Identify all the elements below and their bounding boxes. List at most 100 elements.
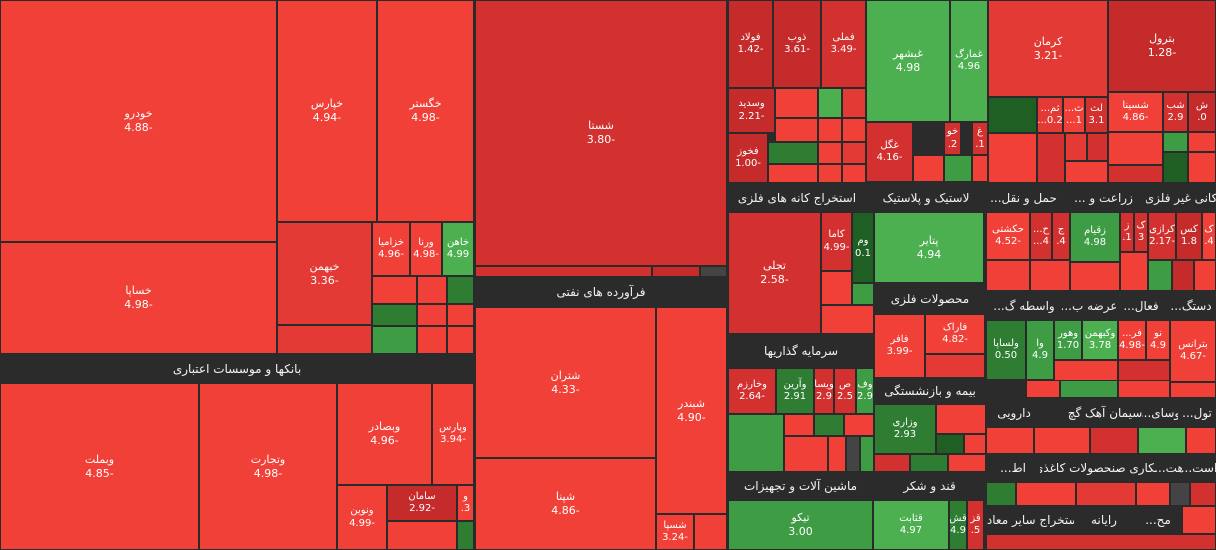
stock-tile[interactable]: وسدید -2.21 (728, 88, 775, 133)
stock-tile[interactable]: شتران -4.33 (475, 307, 656, 458)
treemap-tile[interactable] (874, 454, 910, 472)
stock-tile[interactable]: لث 3.1 (1085, 97, 1108, 133)
sector-header[interactable]: محصولات فلزی (874, 283, 986, 314)
sector-header[interactable]: هت... (1156, 454, 1182, 482)
stock-tile[interactable]: غ 1. (972, 122, 988, 155)
stock-tile[interactable]: ولساپا 0.50 (986, 320, 1026, 380)
treemap-tile[interactable] (910, 454, 948, 472)
stock-tile[interactable]: وخارزم -2.64 (728, 368, 776, 414)
sector-header[interactable]: دستگ... (1166, 291, 1216, 320)
sector-header[interactable]: دارویی (986, 398, 1042, 427)
treemap-tile[interactable] (818, 88, 842, 118)
sector-header[interactable]: استخراج کانه های فلزی (728, 183, 866, 212)
treemap-tile[interactable] (372, 326, 417, 354)
sector-header[interactable]: تول... (1178, 398, 1216, 427)
treemap-tile[interactable] (986, 482, 1016, 506)
treemap-tile[interactable] (818, 142, 842, 164)
treemap-tile[interactable] (1030, 260, 1070, 291)
treemap-tile[interactable] (700, 266, 727, 277)
stock-tile[interactable]: قز 5. (967, 500, 984, 550)
sector-header[interactable]: فعال... (1116, 291, 1166, 320)
sector-header[interactable]: عرضه ب... (1062, 291, 1116, 320)
stock-tile[interactable]: قش 4.9 (949, 500, 967, 550)
stock-tile[interactable]: تجلی -2.58 (728, 212, 821, 334)
sector-header[interactable]: واسطه گ... (986, 291, 1062, 320)
sector-header[interactable]: ماشین آلات و تجهیزات (728, 472, 873, 500)
treemap-tile[interactable] (821, 271, 852, 305)
treemap-tile[interactable] (925, 354, 985, 378)
stock-tile[interactable]: سامان -2.92 (387, 485, 457, 521)
treemap-tile[interactable] (768, 164, 818, 183)
stock-tile[interactable]: شب 2.9 (1163, 92, 1188, 132)
treemap-tile[interactable] (447, 326, 474, 354)
stock-tile[interactable]: کرازی -2.17 (1148, 212, 1176, 260)
sector-header[interactable]: پیمانکاری صنعتی (1112, 454, 1156, 482)
stock-tile[interactable]: وپارس -3.94 (432, 383, 474, 485)
treemap-tile[interactable] (1148, 260, 1172, 291)
treemap-tile[interactable] (846, 436, 860, 472)
treemap-tile[interactable] (277, 325, 372, 354)
treemap-tile[interactable] (842, 142, 866, 164)
stock-tile[interactable]: خساپا -4.98 (0, 242, 277, 354)
sector-header[interactable]: کانی غیر فلزی (1146, 183, 1216, 212)
treemap-tile[interactable] (1170, 482, 1190, 506)
stock-tile[interactable]: وا 4.9 (1026, 320, 1054, 380)
sector-header[interactable]: بیمه و بازنشستگی (874, 378, 986, 404)
treemap-tile[interactable] (775, 88, 818, 118)
treemap-tile[interactable] (728, 414, 784, 472)
treemap-tile[interactable] (986, 427, 1034, 454)
sector-header[interactable]: سرمایه گذاریها (728, 334, 874, 368)
stock-tile[interactable]: ثم... 0.2... (1037, 97, 1063, 133)
treemap-tile[interactable] (1054, 360, 1118, 382)
treemap-tile[interactable] (387, 521, 457, 550)
sector-header[interactable]: رایانه (1074, 506, 1134, 534)
stock-tile[interactable]: غبشهر 4.98 (866, 0, 950, 122)
stock-tile[interactable]: کاما -4.99 (821, 212, 852, 271)
stock-tile[interactable]: فولاد -1.42 (728, 0, 773, 88)
treemap-tile[interactable] (818, 118, 842, 142)
stock-tile[interactable]: شسینا -4.86 (1108, 92, 1163, 132)
treemap-tile[interactable] (1037, 133, 1065, 183)
stock-tile[interactable]: فافر -3.99 (874, 314, 925, 378)
treemap-tile[interactable] (936, 404, 986, 434)
treemap-tile[interactable] (457, 521, 474, 550)
stock-tile[interactable]: بترانس -4.67 (1170, 320, 1216, 382)
stock-tile[interactable]: وتجارت -4.98 (199, 383, 337, 550)
stock-tile[interactable]: وبصادر -4.96 (337, 383, 432, 485)
stock-tile[interactable]: شستا -3.80 (475, 0, 727, 266)
sector-header[interactable]: اط... (986, 454, 1040, 482)
stock-tile[interactable]: وبملت -4.85 (0, 383, 199, 550)
sector-header[interactable]: زراعت و ... (1061, 183, 1146, 212)
treemap-tile[interactable] (768, 142, 818, 164)
stock-tile[interactable]: ز 1. (1120, 212, 1134, 252)
stock-tile[interactable]: ونوین -4.99 (337, 485, 387, 550)
stock-tile[interactable]: ک 4. (1202, 212, 1216, 260)
treemap-tile[interactable] (372, 276, 417, 304)
treemap-tile[interactable] (1108, 132, 1163, 165)
treemap-tile[interactable] (1163, 132, 1188, 152)
stock-tile[interactable]: وزاری 2.93 (874, 404, 936, 454)
treemap-tile[interactable] (1182, 506, 1216, 534)
stock-tile[interactable]: تیکو 3.00 (728, 500, 873, 550)
treemap-tile[interactable] (417, 326, 447, 354)
treemap-tile[interactable] (784, 436, 828, 472)
treemap-tile[interactable] (944, 155, 972, 182)
stock-tile[interactable]: ویسا 2.9 (814, 368, 834, 414)
treemap-tile[interactable] (1163, 152, 1188, 183)
stock-tile[interactable]: خاهن 4.99 (442, 222, 474, 276)
treemap-tile[interactable] (1076, 482, 1136, 506)
stock-tile[interactable]: ذوب -3.61 (773, 0, 821, 88)
stock-tile[interactable]: وآرین 2.91 (776, 368, 814, 414)
treemap-tile[interactable] (1118, 380, 1170, 398)
treemap-tile[interactable] (1060, 380, 1118, 398)
stock-tile[interactable]: فاراک -4.82 (925, 314, 985, 354)
treemap-tile[interactable] (842, 88, 866, 118)
sector-header[interactable]: وسای... (1142, 398, 1178, 427)
treemap-tile[interactable] (1034, 427, 1090, 454)
treemap-tile[interactable] (372, 304, 417, 326)
treemap-tile[interactable] (964, 434, 986, 454)
treemap-tile[interactable] (842, 118, 866, 142)
sector-header[interactable]: قند و شکر (873, 472, 986, 500)
sector-header[interactable]: حمل و نقل... (986, 183, 1061, 212)
